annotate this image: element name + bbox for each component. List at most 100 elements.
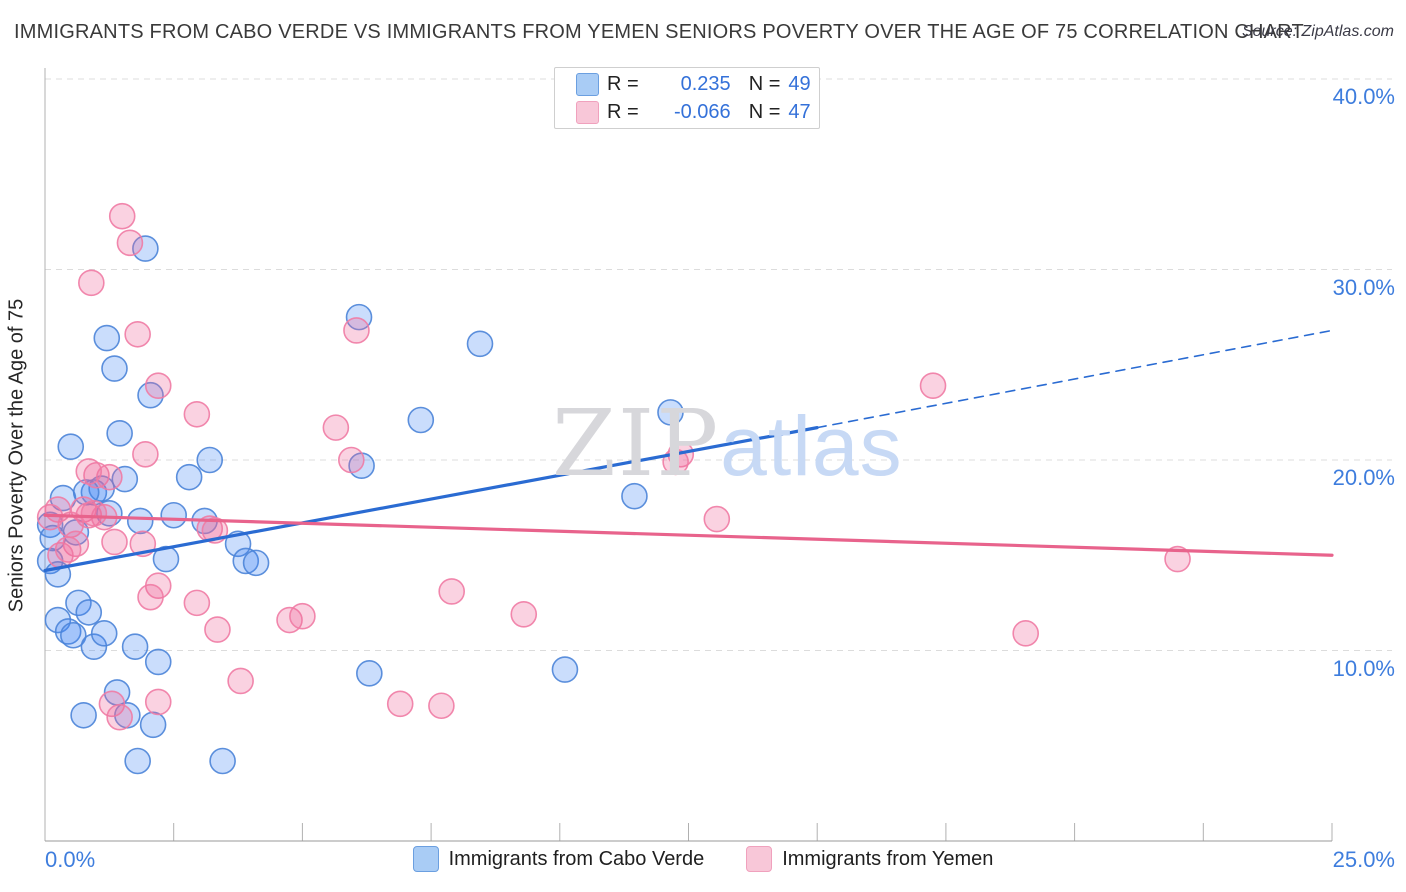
data-point-cabo-verde bbox=[80, 633, 108, 660]
trend-line bbox=[816, 329, 1333, 429]
trend-line bbox=[43, 513, 1334, 557]
data-point-yemen bbox=[183, 400, 211, 428]
x-axis-max-label: 25.0% bbox=[1332, 847, 1395, 872]
data-point-yemen bbox=[183, 589, 211, 617]
data-point-yemen bbox=[1012, 620, 1039, 647]
data-point-cabo-verde bbox=[124, 747, 151, 775]
data-point-yemen bbox=[343, 317, 370, 344]
data-point-cabo-verde bbox=[466, 330, 494, 358]
data-point-yemen bbox=[80, 500, 108, 527]
data-point-cabo-verde bbox=[36, 511, 64, 539]
source-attribution: Source: ZipAtlas.com bbox=[1241, 23, 1394, 40]
y-axis-title: Seniors Poverty Over the Age of 75 bbox=[5, 298, 28, 613]
trend-line bbox=[43, 426, 819, 573]
data-point-cabo-verde bbox=[224, 530, 252, 558]
y-axis-tick-label: 40.0% bbox=[1332, 84, 1395, 109]
page-header: IMMIGRANTS FROM CABO VERDE VS IMMIGRANTS… bbox=[0, 0, 1406, 52]
data-point-yemen bbox=[204, 616, 231, 643]
data-point-cabo-verde bbox=[160, 501, 187, 529]
data-point-cabo-verde bbox=[106, 420, 133, 447]
data-point-cabo-verde bbox=[551, 656, 579, 683]
data-point-cabo-verde bbox=[126, 507, 154, 535]
data-point-yemen bbox=[78, 269, 105, 297]
data-point-cabo-verde bbox=[196, 446, 224, 474]
data-point-yemen bbox=[703, 505, 731, 533]
data-point-yemen bbox=[386, 690, 414, 718]
data-point-cabo-verde bbox=[657, 399, 684, 426]
data-point-cabo-verde bbox=[70, 701, 97, 729]
correlation-stats-legend: R = 0.235 N = 49 R = -0.066 N = 47 bbox=[554, 67, 820, 129]
data-point-yemen bbox=[322, 414, 350, 441]
yemen-swatch-icon bbox=[576, 100, 599, 124]
cabo-verde-swatch-icon bbox=[412, 846, 439, 872]
data-point-yemen bbox=[1164, 545, 1191, 573]
data-point-yemen bbox=[289, 602, 316, 630]
data-point-yemen bbox=[428, 692, 455, 720]
data-point-yemen bbox=[108, 202, 136, 230]
legend-item-yemen: Immigrants from Yemen bbox=[746, 846, 993, 872]
data-point-cabo-verde bbox=[60, 621, 87, 649]
data-point-cabo-verde bbox=[345, 303, 373, 331]
stats-row-cabo-verde: R = 0.235 N = 49 bbox=[555, 72, 819, 96]
data-point-yemen bbox=[106, 703, 133, 731]
data-point-cabo-verde bbox=[121, 633, 149, 660]
data-point-yemen bbox=[144, 688, 172, 716]
series-legend: Immigrants from Cabo Verde Immigrants fr… bbox=[0, 846, 1406, 872]
legend-label: Immigrants from Yemen bbox=[782, 847, 994, 870]
data-point-yemen bbox=[132, 440, 159, 468]
y-axis-tick-label: 20.0% bbox=[1332, 465, 1395, 490]
data-point-cabo-verde bbox=[54, 618, 82, 645]
data-point-yemen bbox=[116, 229, 144, 257]
data-point-cabo-verde bbox=[407, 406, 435, 434]
data-point-yemen bbox=[137, 583, 164, 611]
yemen-swatch-icon bbox=[746, 846, 773, 872]
data-point-cabo-verde bbox=[65, 589, 92, 617]
data-point-yemen bbox=[75, 458, 103, 485]
data-point-cabo-verde bbox=[90, 620, 118, 647]
data-point-yemen bbox=[96, 463, 123, 491]
data-point-cabo-verde bbox=[132, 235, 159, 262]
data-point-cabo-verde bbox=[57, 433, 85, 460]
data-point-yemen bbox=[510, 601, 538, 628]
n-value: 49 bbox=[788, 72, 811, 95]
r-label: R = bbox=[607, 100, 639, 123]
data-point-cabo-verde bbox=[621, 482, 648, 510]
data-point-yemen bbox=[101, 528, 128, 556]
data-point-cabo-verde bbox=[139, 711, 167, 739]
data-point-cabo-verde bbox=[144, 648, 172, 676]
data-point-yemen bbox=[98, 690, 126, 718]
data-point-cabo-verde bbox=[96, 500, 123, 527]
data-point-cabo-verde bbox=[93, 324, 121, 352]
data-point-yemen bbox=[227, 667, 254, 695]
n-label: N = bbox=[748, 100, 781, 123]
data-point-cabo-verde bbox=[232, 547, 260, 575]
data-point-cabo-verde bbox=[101, 355, 128, 382]
data-point-cabo-verde bbox=[175, 463, 203, 491]
data-point-yemen bbox=[919, 372, 947, 400]
n-value: 47 bbox=[788, 100, 811, 123]
data-point-cabo-verde bbox=[75, 599, 103, 626]
y-axis-tick-label: 30.0% bbox=[1332, 274, 1395, 300]
n-label: N = bbox=[748, 72, 781, 95]
data-point-yemen bbox=[144, 372, 172, 400]
stats-row-yemen: R = -0.066 N = 47 bbox=[555, 100, 819, 124]
data-point-cabo-verde bbox=[72, 479, 100, 506]
legend-item-cabo-verde: Immigrants from Cabo Verde bbox=[412, 846, 705, 872]
cabo-verde-swatch-icon bbox=[576, 72, 599, 96]
page-title: IMMIGRANTS FROM CABO VERDE VS IMMIGRANTS… bbox=[14, 21, 1304, 43]
data-point-cabo-verde bbox=[356, 660, 383, 687]
x-axis-min-label: 0.0% bbox=[45, 847, 96, 872]
data-point-yemen bbox=[54, 536, 82, 563]
y-axis-tick-label: 10.0% bbox=[1332, 655, 1395, 681]
data-point-yemen bbox=[124, 320, 151, 348]
data-point-yemen bbox=[438, 578, 465, 605]
r-value: 0.235 bbox=[680, 72, 731, 95]
data-point-cabo-verde bbox=[242, 549, 270, 577]
data-point-cabo-verde bbox=[209, 747, 236, 775]
data-point-yemen bbox=[338, 446, 365, 474]
legend-label: Immigrants from Cabo Verde bbox=[448, 847, 705, 870]
r-value: -0.066 bbox=[673, 100, 731, 123]
r-label: R = bbox=[607, 72, 639, 95]
